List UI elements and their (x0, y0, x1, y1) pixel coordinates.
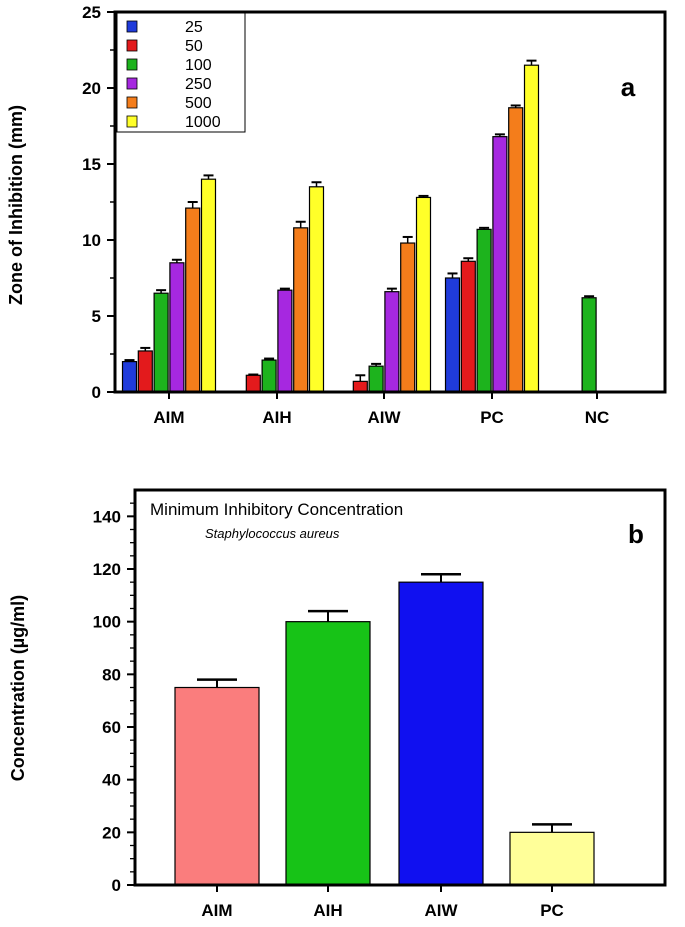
panel-b-chart: 0 20 40 60 80 100 120 140 AIM AIH AIW PC Concentra… (8, 488, 667, 920)
bar-aih (285, 621, 371, 886)
y-tick-label-0: 0 (92, 383, 101, 402)
y-tick-label-80: 80 (102, 665, 121, 684)
x-tick-label-pc: PC (540, 901, 564, 920)
y-tick-label-20: 20 (82, 79, 101, 98)
bar-aiw-50 (352, 380, 368, 393)
y-tick-label-5: 5 (92, 307, 101, 326)
bar-pc-500 (508, 107, 524, 393)
bar-pc-50 (460, 260, 476, 393)
panel-b-y-ticks: 0 20 40 60 80 100 120 140 (93, 502, 135, 895)
legend-swatch-1000 (126, 115, 138, 128)
y-tick-label-20: 20 (102, 823, 121, 842)
x-tick-label-aiw: AIW (424, 901, 458, 920)
x-tick-label-aim: AIM (201, 901, 232, 920)
bar-pc-1000 (523, 64, 540, 393)
legend-swatch-100 (126, 58, 138, 71)
legend-label-25: 25 (185, 19, 203, 36)
bar-aih-500 (293, 227, 309, 393)
bar-aiw-100 (368, 365, 384, 393)
y-tick-label-0: 0 (112, 876, 121, 895)
legend-label-1000: 1000 (185, 114, 221, 131)
panel-a-y-axis-title: Zone of Inhibition (mm) (6, 105, 26, 305)
bar-aim-100 (153, 292, 169, 393)
x-tick-label-aih: AIH (313, 901, 342, 920)
panel-a-legend: 25 50 100 250 500 1000 (116, 12, 246, 133)
y-tick-label-15: 15 (82, 155, 101, 174)
bar-aim-250 (169, 262, 185, 393)
y-tick-label-25: 25 (82, 3, 101, 22)
legend-swatch-25 (126, 20, 138, 33)
legend-swatch-500 (126, 96, 138, 109)
panel-a-y-ticks: 0 5 10 15 20 25 (82, 3, 115, 402)
legend-label-50: 50 (185, 38, 203, 55)
legend-label-500: 500 (185, 95, 212, 112)
bar-aih-50 (245, 374, 261, 393)
x-tick-label-nc: NC (585, 408, 610, 427)
bar-nc-100 (581, 297, 597, 393)
bar-pc-250 (492, 136, 508, 393)
bar-aih-250 (277, 289, 293, 393)
panel-b-y-axis-title: Concentration (µg/ml) (8, 595, 28, 781)
y-tick-label-60: 60 (102, 718, 121, 737)
bar-aim-50 (137, 350, 153, 393)
legend-swatch-50 (126, 39, 138, 52)
legend-swatch-250 (126, 77, 138, 90)
bar-aiw-500 (400, 242, 416, 393)
panel-a-letter: a (621, 72, 636, 102)
legend-label-100: 100 (185, 57, 212, 74)
y-tick-label-140: 140 (93, 507, 121, 526)
y-tick-label-40: 40 (102, 771, 121, 790)
bar-aih-1000 (308, 186, 325, 393)
bar-aiw (398, 581, 484, 886)
panel-a-chart: 0 5 10 15 20 25 AIM AIH AIW PC NC Zone of Inhibit… (6, 3, 667, 427)
bar-pc-25 (444, 277, 461, 393)
x-tick-label-aiw: AIW (367, 408, 401, 427)
panel-b-bars (174, 573, 595, 886)
bar-aiw-250 (384, 291, 400, 393)
bar-aim-500 (185, 207, 201, 393)
y-tick-label-120: 120 (93, 560, 121, 579)
x-tick-label-aim: AIM (153, 408, 184, 427)
panel-b-x-ticks: AIM AIH AIW PC (201, 885, 564, 920)
panel-a-x-ticks: AIM AIH AIW PC NC (153, 392, 609, 427)
panel-b-title: Minimum Inhibitory Concentration (150, 500, 403, 519)
y-tick-label-10: 10 (82, 231, 101, 250)
bar-aiw-1000 (415, 196, 432, 393)
bar-aim-1000 (200, 178, 217, 393)
legend-box (116, 12, 246, 133)
legend-label-250: 250 (185, 76, 212, 93)
bar-aim-25 (121, 361, 138, 393)
bar-aih-100 (261, 359, 277, 393)
x-tick-label-aih: AIH (262, 408, 291, 427)
y-tick-label-100: 100 (93, 613, 121, 632)
panel-b-subtitle: Staphylococcus aureus (205, 526, 340, 541)
panel-b-letter: b (628, 519, 644, 549)
x-tick-label-pc: PC (480, 408, 504, 427)
bar-aim (174, 686, 260, 886)
bar-pc-100 (476, 228, 492, 393)
bar-pc (509, 831, 595, 886)
